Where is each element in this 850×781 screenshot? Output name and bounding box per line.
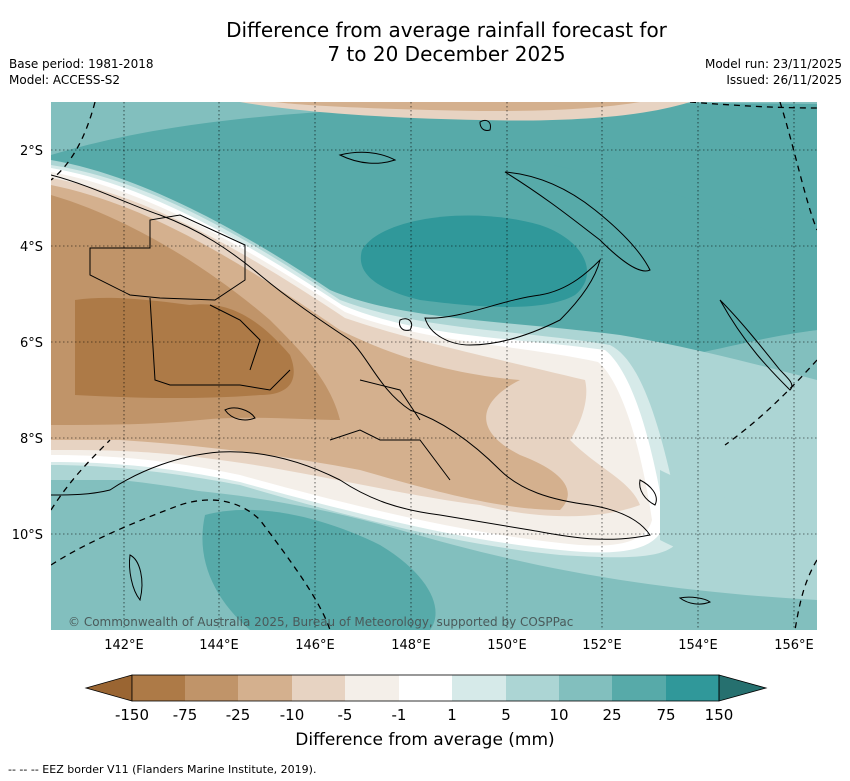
issued-date: Issued: 26/11/2025 <box>726 73 842 87</box>
lat-label: 4°S <box>20 240 43 255</box>
colorbar-tick: 1 <box>447 706 457 724</box>
zone-m150-m75 <box>75 297 294 399</box>
base-period: Base period: 1981-2018 <box>9 57 154 71</box>
lon-label: 142°E <box>104 638 144 653</box>
longitude-labels: 142°E 144°E 146°E 148°E 150°E 152°E 154°… <box>104 638 814 653</box>
colorbar-tick: 150 <box>705 706 734 724</box>
model-name: Model: ACCESS-S2 <box>9 73 121 87</box>
lon-label: 148°E <box>391 638 431 653</box>
gridlines <box>51 102 817 630</box>
lat-label: 2°S <box>20 144 43 159</box>
colorbar-title: Difference from average (mm) <box>295 730 555 750</box>
lon-label: 152°E <box>582 638 622 653</box>
coastlines <box>51 119 793 605</box>
colorbar-tick: 5 <box>501 706 511 724</box>
zone-p5-10-southeast <box>660 470 817 581</box>
colorbar-swatch <box>345 675 399 701</box>
colorbar-ticks: -150 -75 -25 -10 -5 -1 1 5 10 25 75 150 <box>115 706 733 724</box>
model-run: Model run: 23/11/2025 <box>704 57 842 71</box>
colorbar-swatch <box>559 675 612 701</box>
eez-borders <box>51 102 817 630</box>
colorbar-swatch <box>132 675 185 701</box>
colorbar-swatch <box>185 675 238 701</box>
map-title: Difference from average rainfall forecas… <box>0 18 850 66</box>
colorbar-swatch <box>399 675 452 701</box>
colorbar-tick: -75 <box>173 706 198 724</box>
colorbar-swatch <box>506 675 559 701</box>
lat-label: 6°S <box>20 336 43 351</box>
lon-label: 146°E <box>295 638 335 653</box>
colorbar-extend-low <box>84 674 133 702</box>
rainfall-map[interactable]: © Commonwealth of Australia 2025, Bureau… <box>51 102 817 630</box>
lat-label: 10°S <box>12 528 43 543</box>
colorbar-swatch <box>292 675 345 701</box>
colorbar-tick: 75 <box>656 706 675 724</box>
colorbar-swatch <box>238 675 292 701</box>
colorbar-tick: -25 <box>226 706 251 724</box>
latitude-labels: 2°S 4°S 6°S 8°S 10°S <box>12 144 43 543</box>
colorbar-extend-high <box>718 674 768 702</box>
lon-label: 156°E <box>774 638 814 653</box>
eez-footnote: -- -- -- EEZ border V11 (Flanders Marine… <box>8 763 317 776</box>
colorbar-tick: 25 <box>602 706 621 724</box>
colorbar-tick: 10 <box>549 706 568 724</box>
meta-right: Model run: 23/11/2025 Issued: 26/11/2025 <box>705 56 842 88</box>
zone-m25-m10-top <box>275 102 640 112</box>
lon-label: 144°E <box>199 638 239 653</box>
title-line-2: 7 to 20 December 2025 <box>327 42 566 66</box>
lat-label: 8°S <box>20 432 43 447</box>
lon-label: 150°E <box>487 638 527 653</box>
colorbar-swatch <box>666 675 719 701</box>
colorbar-swatch <box>452 675 506 701</box>
zone-p75-150 <box>360 215 588 307</box>
colorbar-tick: -1 <box>392 706 407 724</box>
meta-left: Base period: 1981-2018 Model: ACCESS-S2 <box>9 56 154 88</box>
title-line-1: Difference from average rainfall forecas… <box>226 18 667 42</box>
colorbar-swatch <box>612 675 666 701</box>
colorbar-frame <box>131 674 720 702</box>
lon-label: 154°E <box>678 638 718 653</box>
colorbar-tick: -5 <box>338 706 353 724</box>
copyright-text: © Commonwealth of Australia 2025, Bureau… <box>68 615 573 629</box>
colorbar-tick: -10 <box>280 706 305 724</box>
zone-p25-75-south <box>202 509 436 630</box>
colorbar-tick: -150 <box>115 706 149 724</box>
colorbar: -150 -75 -25 -10 -5 -1 1 5 10 25 75 150 <box>84 674 768 724</box>
